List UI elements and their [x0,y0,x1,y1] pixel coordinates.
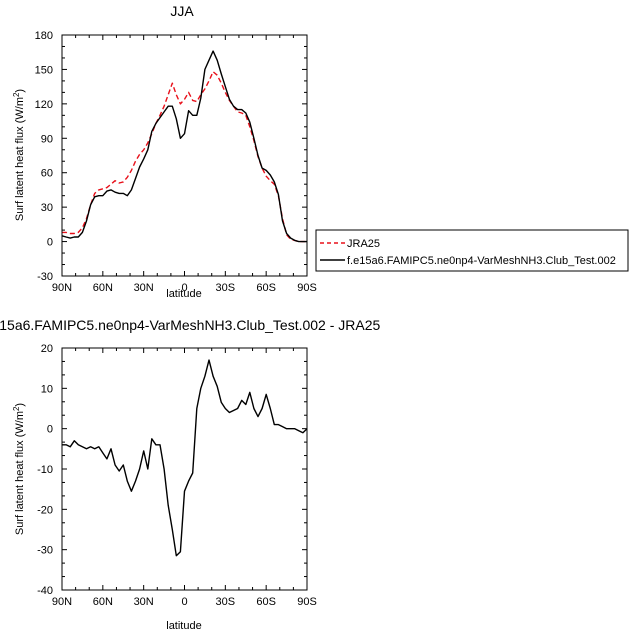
bottom-ytick-label: -30 [37,545,53,557]
bottom-chart: f.e15a6.FAMIPC5.ne0np4-VarMeshNH3.Club_T… [0,317,381,632]
top-chart-xlabel: latitude [166,288,201,300]
bottom-xtick-label: 60N [93,596,113,608]
bottom-series-0-line [62,359,308,557]
top-ytick-label: 0 [47,237,53,249]
bottom-xtick-label: 30S [216,596,236,608]
bottom-xtick-label: 90S [297,596,317,608]
bottom-xtick-label: 60S [256,596,276,608]
top-xtick-label: 0 [181,282,187,294]
bottom-ytick-label: 20 [41,343,53,355]
top-xtick-label: 90S [297,282,317,294]
top-chart-ylabel: Surf latent heat flux (W/m2) [12,89,26,221]
top-ytick-label: 180 [35,30,53,42]
bottom-chart-frame [61,347,308,591]
bottom-chart-series [62,359,308,557]
top-chart-title: JJA [170,3,194,19]
top-ytick-label: 60 [41,168,53,180]
top-chart-series [61,50,307,243]
bottom-xtick-label: 90N [52,596,72,608]
bottom-chart-ylabel: Surf latent heat flux (W/m2) [12,403,26,535]
top-chart-frame [61,34,308,277]
top-ytick-label: 30 [41,202,53,214]
top-xtick-label: 60S [256,282,276,294]
top-chart-ylabel-text: Surf latent heat flux (W/m [14,97,26,221]
top-series-0-line [62,70,307,243]
legend-box [315,229,629,272]
bottom-chart-xlabel: latitude [166,620,201,632]
top-chart-ylabel-sup: 2 [12,92,21,97]
legend: JRA25 f.e15a6.FAMIPC5.ne0np4-VarMeshNH3.… [315,229,629,272]
bottom-chart-title: f.e15a6.FAMIPC5.ne0np4-VarMeshNH3.Club_T… [0,317,381,333]
bottom-ytick-label: -10 [37,464,53,476]
top-ytick-label: 90 [41,133,53,145]
bottom-ytick-label: -20 [37,504,53,516]
top-ytick-label: 150 [35,64,53,76]
bottom-chart-ylabel-close: ) [14,403,26,407]
top-chart-ylabel-close: ) [14,89,26,93]
top-ytick-label: -30 [37,271,53,283]
bottom-ytick-label: 10 [41,383,53,395]
top-xtick-label: 90N [52,282,72,294]
top-xtick-label: 30S [216,282,236,294]
top-series-1-line [61,50,307,243]
bottom-ytick-label: -40 [37,585,53,597]
legend-label-model: f.e15a6.FAMIPC5.ne0np4-VarMeshNH3.Club_T… [347,255,616,267]
bottom-ytick-label: 0 [47,424,53,436]
bottom-chart-ylabel-sup: 2 [12,406,21,411]
bottom-chart-ylabel-text: Surf latent heat flux (W/m [14,411,26,535]
bottom-xtick-label: 0 [181,596,187,608]
top-xtick-label: 30N [134,282,154,294]
top-xtick-label: 60N [93,282,113,294]
bottom-chart-ticks: 90N 60N 30N 0 30S 60S 90S -40 -30 -20 -10 0 10 20 [37,343,317,608]
bottom-xtick-label: 30N [134,596,154,608]
legend-label-jra25: JRA25 [347,238,380,250]
top-chart: JJA 90N 60N 30N 0 30S 60S 90S -30 0 30 60 90 120 150 1… [12,3,317,300]
top-ytick-label: 120 [35,99,53,111]
